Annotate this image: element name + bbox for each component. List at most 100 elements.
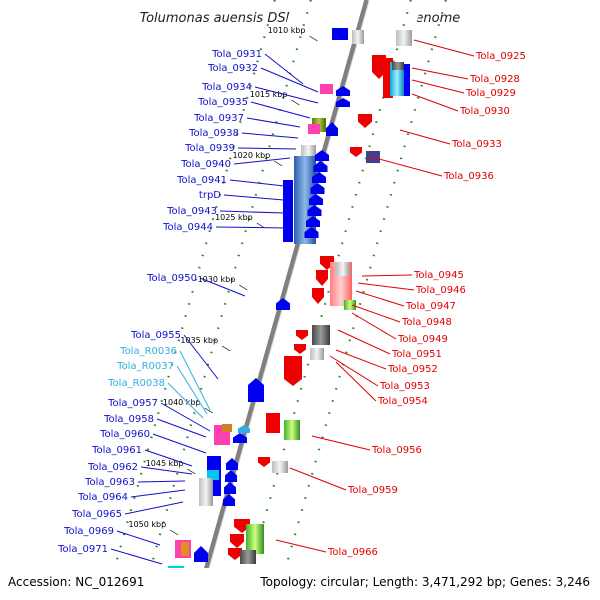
left-leader-line xyxy=(241,132,299,139)
right-leader-line xyxy=(351,312,397,340)
feature-arrow xyxy=(228,548,242,560)
left-gene-label: Tola_0958 xyxy=(103,414,154,425)
right-gene-label: Tola_0953 xyxy=(379,381,430,392)
kbp-tick xyxy=(187,468,196,475)
right-gene-label: Tola_0952 xyxy=(387,364,438,375)
right-gene-label: Tola_0949 xyxy=(397,334,448,345)
feature-block xyxy=(310,348,324,360)
feature-block xyxy=(390,62,404,96)
left-gene-label: Tola_0938 xyxy=(188,128,239,139)
feature-arrow xyxy=(315,150,329,161)
feature-arrow xyxy=(310,183,325,194)
left-gene-label: Tola_0943 xyxy=(166,206,217,217)
kbp-tick xyxy=(309,35,318,42)
right-leader-line xyxy=(411,67,469,80)
left-leader-line xyxy=(215,226,287,229)
feature-block xyxy=(284,420,300,440)
left-leader-line xyxy=(183,334,219,380)
right-leader-line xyxy=(361,274,413,277)
feature-block xyxy=(181,542,189,556)
left-leader-line xyxy=(179,350,211,411)
left-leader-line xyxy=(237,147,297,150)
right-leader-line xyxy=(413,39,475,57)
feature-arrow xyxy=(233,433,247,443)
left-leader-line xyxy=(124,501,184,515)
right-leader-line xyxy=(355,290,405,307)
feature-arrow xyxy=(296,330,308,340)
left-gene-label: Tola_0964 xyxy=(77,492,128,503)
right-leader-line xyxy=(351,304,401,323)
left-leader-line xyxy=(137,480,186,483)
right-gene-label: Tola_0936 xyxy=(443,171,494,182)
left-gene-label: Tola_R0038 xyxy=(107,378,165,389)
feature-block xyxy=(392,62,404,70)
kbp-tick xyxy=(256,222,265,229)
left-leader-line xyxy=(246,117,301,128)
left-leader-line xyxy=(152,433,207,454)
right-leader-line xyxy=(367,155,443,177)
right-gene-label: Tola_0945 xyxy=(413,270,464,281)
left-gene-label: Tola_0934 xyxy=(201,82,252,93)
left-gene-label: Tola_0940 xyxy=(180,159,231,170)
left-leader-line xyxy=(199,277,246,297)
kbp-label: 1050 kbp xyxy=(129,520,167,529)
left-gene-label: Tola_0944 xyxy=(162,222,213,233)
feature-arrow xyxy=(350,147,362,157)
kbp-scale: 1010 kbp 1015 kbp 1020 kbp 1025 kbp 1030 kbp… xyxy=(129,26,318,536)
kbp-label: 1030 kbp xyxy=(198,275,236,284)
feature-arrow xyxy=(284,356,302,386)
kbp-tick xyxy=(274,160,283,167)
left-gene-label: Tola_R0037 xyxy=(116,361,174,372)
feature-arrow xyxy=(307,205,322,216)
kbp-tick xyxy=(204,407,213,414)
left-gene-label: Tola_0957 xyxy=(107,398,158,409)
kbp-tick xyxy=(221,345,231,352)
feature-block xyxy=(352,30,364,44)
kbp-label: 1025 kbp xyxy=(215,213,253,222)
right-leader-line xyxy=(335,361,377,402)
right-leader-line xyxy=(411,93,459,112)
left-leader-line xyxy=(260,67,319,93)
feature-arrow xyxy=(294,344,306,354)
feature-block xyxy=(301,145,316,157)
feature-block xyxy=(272,461,288,473)
right-gene-label: Tola_0959 xyxy=(347,485,398,496)
feature-arrow xyxy=(326,122,338,136)
left-leader-line xyxy=(144,449,193,467)
feature-arrow xyxy=(336,86,350,96)
feature-arrow xyxy=(336,98,350,107)
left-gene-label: Tola_0937 xyxy=(193,113,244,124)
feature-block xyxy=(344,300,356,310)
accession-text: Accession: NC_012691 xyxy=(8,575,144,589)
feature-arrow xyxy=(230,534,244,548)
right-gene-label: Tola_0930 xyxy=(459,106,510,117)
right-gene-label: Tola_0947 xyxy=(405,301,456,312)
right-leader-line xyxy=(411,79,465,94)
left-gene-label: trpD xyxy=(199,190,221,201)
kbp-label: 1020 kbp xyxy=(233,151,271,160)
feature-block xyxy=(383,58,393,98)
left-gene-labels: Tola_0931 Tola_0932 Tola_0934 Tola_0935 Tola… xyxy=(57,49,319,565)
kbp-label: 1040 kbp xyxy=(163,398,201,407)
right-gene-labels: Tola_0925 Tola_0928 Tola_0929 Tola_0930 Tola… xyxy=(275,39,526,558)
left-gene-label: Tola_0931 xyxy=(211,49,262,60)
feature-block xyxy=(312,325,330,345)
right-leader-line xyxy=(357,282,415,291)
left-leader-line xyxy=(176,365,208,415)
feature-block xyxy=(332,28,348,40)
feature-arrow xyxy=(224,482,236,494)
left-leader-line xyxy=(229,179,285,187)
feature-arrow xyxy=(248,378,264,402)
feature-arrow xyxy=(226,458,238,470)
feature-block xyxy=(222,424,232,432)
feature-block xyxy=(396,30,412,46)
feature-arrow xyxy=(304,227,319,238)
left-gene-label: Tola_0961 xyxy=(91,445,142,456)
kbp-label: 1015 kbp xyxy=(250,90,288,99)
feature-block xyxy=(246,524,264,554)
feature-block xyxy=(336,262,350,276)
right-gene-label: Tola_0946 xyxy=(415,285,466,296)
left-leader-line xyxy=(264,53,304,85)
feature-arrow xyxy=(225,470,237,482)
right-gene-label: Tola_0954 xyxy=(377,396,428,407)
